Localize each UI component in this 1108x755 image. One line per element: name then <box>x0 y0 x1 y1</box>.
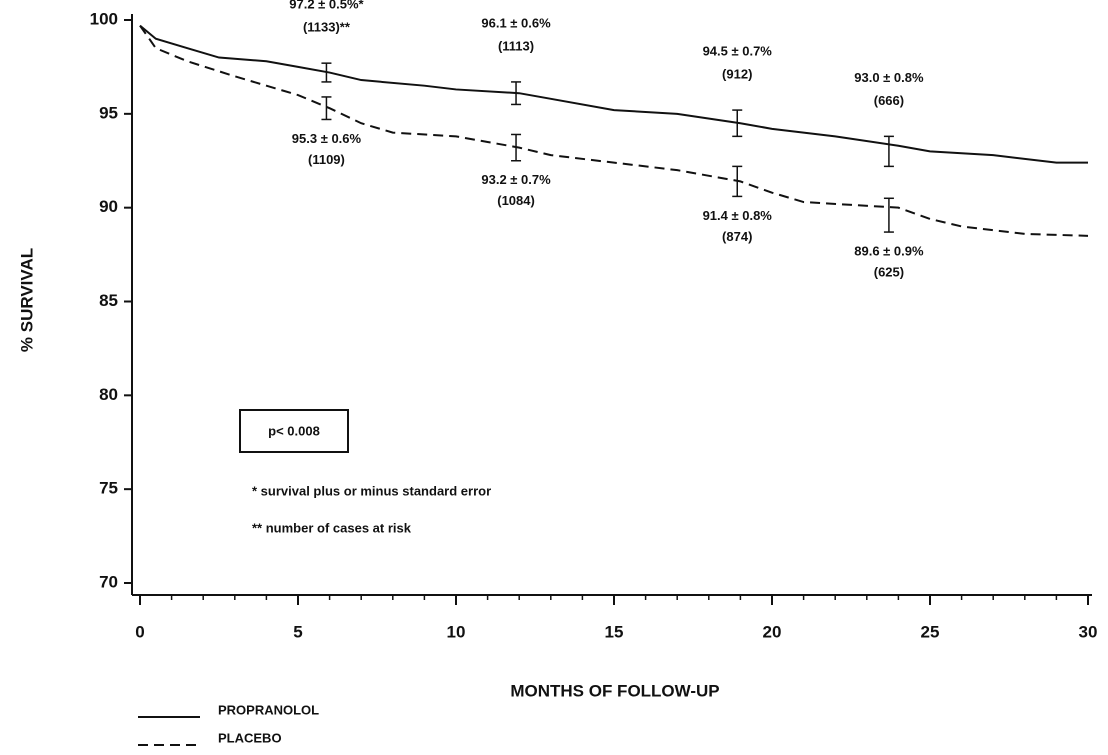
legend-label: PROPRANOLOL <box>218 702 319 717</box>
error-label: 89.6 ± 0.9% <box>854 244 924 259</box>
error-label: 93.0 ± 0.8% <box>854 70 924 85</box>
p-value: p< 0.008 <box>268 423 320 438</box>
y-tick-label: 85 <box>99 291 118 310</box>
x-tick-label: 10 <box>447 622 466 641</box>
error-bar <box>883 197 894 233</box>
count-label: (625) <box>874 265 904 280</box>
y-tick-label: 95 <box>99 103 118 122</box>
error-bar <box>321 62 332 83</box>
y-tick-label: 100 <box>90 9 118 28</box>
error-bar <box>732 165 743 198</box>
x-tick-label: 5 <box>293 622 302 641</box>
count-label: (912) <box>722 67 752 82</box>
count-label: (1084) <box>497 193 535 208</box>
error-label: 94.5 ± 0.7% <box>703 44 773 59</box>
count-label: (666) <box>874 93 904 108</box>
legend-label: PLACEBO <box>218 730 282 745</box>
count-label: (874) <box>722 229 752 244</box>
x-tick-label: 20 <box>763 622 782 641</box>
note: ** number of cases at risk <box>252 520 412 535</box>
count-label: (1109) <box>308 152 345 167</box>
error-bar <box>321 96 332 121</box>
survival-curve <box>139 24 1088 164</box>
p-value-box <box>239 409 349 453</box>
count-label: (1113) <box>498 38 534 53</box>
count-label: (1133)** <box>303 20 351 35</box>
y-tick-label: 80 <box>99 385 118 404</box>
error-bar <box>511 133 522 162</box>
x-axis-label: MONTHS OF FOLLOW-UP <box>510 681 719 700</box>
error-bar <box>732 109 743 138</box>
y-axis-label: % SURVIVAL <box>17 248 36 352</box>
error-label: 91.4 ± 0.8% <box>703 208 773 223</box>
y-tick-label: 70 <box>99 572 118 591</box>
error-label: 96.1 ± 0.6% <box>481 15 551 30</box>
y-tick-label: 90 <box>99 197 118 216</box>
y-tick-label: 75 <box>99 479 118 498</box>
error-bar <box>883 135 894 168</box>
error-bar <box>511 81 522 106</box>
x-tick-label: 0 <box>135 622 144 641</box>
x-tick-label: 25 <box>921 622 940 641</box>
error-label: 97.2 ± 0.5%* <box>289 0 364 12</box>
x-tick-label: 30 <box>1079 622 1098 641</box>
survival-curve <box>139 25 1089 237</box>
error-label: 93.2 ± 0.7% <box>481 172 551 187</box>
error-label: 95.3 ± 0.6% <box>292 131 362 146</box>
note: * survival plus or minus standard error <box>252 483 491 498</box>
x-tick-label: 15 <box>605 622 624 641</box>
